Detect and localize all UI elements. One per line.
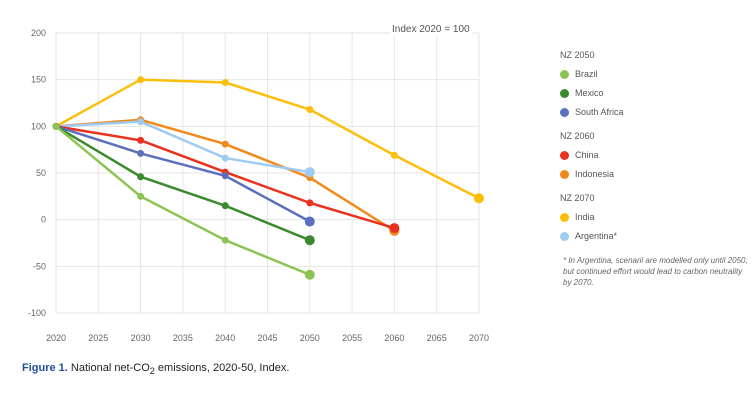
x-tick-label: 2035 [173, 333, 193, 343]
data-point [306, 199, 314, 207]
data-point [474, 193, 484, 204]
data-point [389, 223, 400, 234]
data-point [137, 136, 145, 144]
series-line-brazil [55, 125, 311, 276]
data-point [221, 78, 229, 86]
caption-text-end: emissions, 2020-50, Index. [154, 362, 290, 374]
legend-item: India [560, 212, 750, 222]
series-line-argentina- [55, 120, 311, 174]
legend-group-title: NZ 2050 [560, 50, 595, 60]
data-point [390, 151, 398, 159]
series-line-south-africa [55, 125, 311, 223]
x-tick-label: 2030 [131, 333, 151, 343]
y-tick-label: 100 [31, 121, 46, 131]
legend-group-title: NZ 2060 [560, 131, 595, 141]
legend-group: NZ 2070 India Argentina* [560, 193, 750, 241]
x-tick-label: 2050 [300, 333, 320, 343]
legend-label: India [575, 212, 595, 222]
data-point [137, 173, 145, 181]
legend-item: Indonesia [560, 169, 750, 179]
legend-marker-icon [560, 231, 569, 241]
data-point [137, 149, 145, 157]
legend-item: South Africa [560, 107, 750, 117]
caption-subscript: 2 [149, 366, 155, 377]
legend-marker-icon [560, 88, 569, 98]
data-point [221, 236, 229, 244]
x-tick-label: 2070 [469, 333, 489, 343]
legend-label: China [575, 150, 599, 160]
data-point [304, 216, 315, 227]
data-point [137, 118, 145, 126]
footnote: * In Argentina, scenarii are modelled on… [563, 256, 748, 287]
legend-group: NZ 2050 Brazil Mexico South Africa [560, 50, 750, 117]
caption-label: Figure 1. [22, 362, 68, 374]
data-point [304, 167, 315, 178]
legend-label: Indonesia [575, 169, 615, 179]
caption-text: National net-CO [67, 362, 150, 374]
legend-label: Mexico [575, 88, 604, 98]
y-tick-label: 200 [31, 28, 46, 38]
legend-item: Brazil [560, 69, 750, 79]
legend-label: Argentina* [575, 231, 618, 241]
y-tick-label: -100 [28, 308, 46, 318]
x-tick-label: 2065 [427, 333, 447, 343]
legend: NZ 2050 Brazil Mexico South Africa NZ 2060 Ch… [560, 50, 750, 288]
x-tick-label: 2055 [342, 333, 362, 343]
y-tick-label: 150 [31, 75, 46, 85]
x-tick-label: 2045 [257, 333, 277, 343]
data-point [304, 269, 315, 280]
data-point [221, 154, 229, 162]
index-annotation: Index 2020 = 100 [390, 24, 472, 35]
legend-item: China [560, 150, 750, 160]
legend-marker-icon [560, 150, 569, 160]
legend-marker-icon [560, 107, 569, 117]
x-tick-label: 2020 [46, 333, 66, 343]
data-point [221, 172, 229, 180]
series-line-india [55, 78, 480, 200]
y-tick-label: -50 [33, 261, 46, 271]
x-tick-label: 2040 [215, 333, 235, 343]
legend-group: NZ 2060 China Indonesia [560, 131, 750, 179]
figure-caption: Figure 1. National net-CO2 emissions, 20… [22, 362, 289, 376]
x-tick-label: 2060 [384, 333, 404, 343]
legend-marker-icon [560, 69, 569, 79]
data-point [137, 76, 145, 84]
legend-item: Argentina* [560, 231, 750, 241]
data-point [221, 140, 229, 148]
legend-marker-icon [560, 169, 569, 179]
data-point [304, 235, 315, 246]
legend-label: Brazil [575, 69, 598, 79]
series-line-mexico [55, 125, 311, 242]
y-tick-label: 50 [36, 168, 46, 178]
x-tick-label: 2025 [88, 333, 108, 343]
y-tick-label: 0 [41, 215, 46, 225]
legend-marker-icon [560, 212, 569, 222]
legend-group-title: NZ 2070 [560, 193, 595, 203]
data-point [137, 192, 145, 200]
data-point [52, 122, 60, 130]
legend-item: Mexico [560, 88, 750, 98]
legend-label: South Africa [575, 107, 624, 117]
data-point [306, 106, 314, 114]
data-point [221, 202, 229, 210]
